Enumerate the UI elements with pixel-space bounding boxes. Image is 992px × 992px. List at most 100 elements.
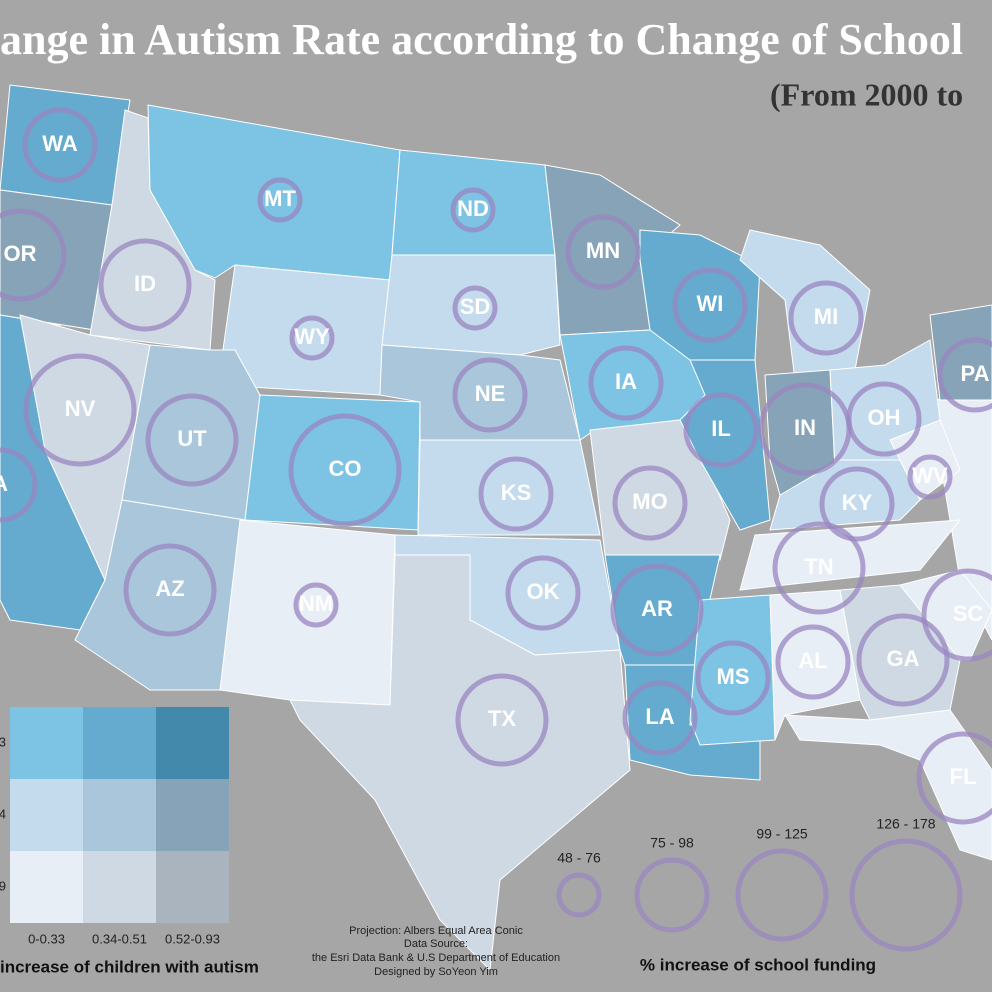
legend-title: increase of children with autism bbox=[0, 957, 259, 976]
funding-circle bbox=[819, 466, 895, 542]
state-label: ID bbox=[134, 271, 156, 296]
legend-swatch bbox=[83, 851, 156, 923]
funding-circle bbox=[455, 673, 549, 767]
legend-bin-label: 75 - 98 bbox=[650, 835, 694, 851]
state-label: SC bbox=[953, 601, 984, 626]
state-label: TN bbox=[804, 554, 833, 579]
title: ange in Autism Rate according to Change … bbox=[0, 15, 963, 64]
legend-column-label: 0.34-0.51 bbox=[92, 931, 147, 946]
funding-circle bbox=[622, 680, 698, 756]
funding-circle bbox=[772, 521, 866, 615]
credit: Designed by SoYeon Yim bbox=[374, 966, 498, 978]
funding-circle bbox=[98, 238, 192, 332]
legend-swatch bbox=[10, 779, 83, 851]
state-label: WI bbox=[697, 291, 724, 316]
state bbox=[784, 709, 992, 861]
state-label: OR bbox=[4, 241, 37, 266]
funding-circle bbox=[565, 214, 641, 290]
state-label: NV bbox=[65, 396, 96, 421]
legend-title: % increase of school funding bbox=[640, 955, 876, 974]
legend-column-label: 0-0.33 bbox=[28, 931, 65, 946]
legend-row-label: 4 bbox=[0, 806, 6, 821]
funding-circle bbox=[0, 447, 38, 523]
funding-circle bbox=[937, 337, 992, 413]
state-label: SD bbox=[460, 294, 491, 319]
funding-circle bbox=[856, 613, 950, 707]
state-label: AL bbox=[798, 648, 827, 673]
funding-circle bbox=[907, 454, 953, 500]
credit: the Esri Data Bank & U.S Department of E… bbox=[312, 952, 560, 964]
legend-column-label: 0.52-0.93 bbox=[165, 931, 220, 946]
funding-circle bbox=[452, 357, 528, 433]
funding-circle bbox=[452, 285, 498, 331]
credit: Data Source: bbox=[404, 938, 468, 950]
funding-circle bbox=[846, 381, 922, 457]
state bbox=[289, 554, 631, 972]
funding-circle bbox=[257, 177, 303, 223]
legend-bin-label: 126 - 178 bbox=[876, 816, 935, 832]
state-label: WV bbox=[912, 463, 948, 488]
funding-circle bbox=[23, 353, 137, 467]
state-label: A bbox=[0, 471, 8, 496]
state-label: AZ bbox=[155, 576, 184, 601]
funding-circle bbox=[588, 345, 664, 421]
state-label: IA bbox=[615, 369, 637, 394]
funding-circle bbox=[288, 413, 402, 527]
state-label: OH bbox=[868, 405, 901, 430]
funding-circle bbox=[612, 465, 688, 541]
funding-circle bbox=[695, 640, 771, 716]
funding-circle bbox=[123, 543, 217, 637]
legend-swatch bbox=[83, 707, 156, 779]
funding-circle bbox=[505, 555, 581, 631]
funding-circle bbox=[0, 208, 67, 302]
state bbox=[929, 304, 992, 401]
state-label: TX bbox=[488, 706, 516, 731]
state-label: AR bbox=[641, 596, 673, 621]
funding-circle bbox=[145, 393, 239, 487]
state-label: IL bbox=[711, 416, 731, 441]
funding-circle bbox=[672, 267, 748, 343]
credit: Projection: Albers Equal Area Conic bbox=[349, 925, 523, 937]
state-label: IN bbox=[794, 415, 816, 440]
state-label: ND bbox=[457, 196, 489, 221]
funding-circle bbox=[916, 731, 992, 825]
legend-circle bbox=[849, 838, 963, 952]
legend-row-label: 3 bbox=[0, 734, 6, 749]
state-label: CO bbox=[329, 456, 362, 481]
funding-circle bbox=[22, 107, 98, 183]
funding-circle bbox=[921, 568, 992, 662]
state-label: NE bbox=[475, 381, 506, 406]
state-label: UT bbox=[177, 426, 207, 451]
legend-circle bbox=[634, 857, 710, 933]
legend-row-label: 9 bbox=[0, 878, 6, 893]
funding-circle bbox=[450, 187, 496, 233]
legend-circle bbox=[735, 848, 829, 942]
state-label: NM bbox=[299, 591, 333, 616]
legend-bin-label: 99 - 125 bbox=[756, 826, 808, 842]
legend-swatch bbox=[10, 707, 83, 779]
state-label: MI bbox=[814, 304, 838, 329]
state bbox=[417, 439, 601, 536]
legend-swatch bbox=[10, 851, 83, 923]
legend-bin-label: 48 - 76 bbox=[557, 850, 601, 866]
state-label: PA bbox=[961, 361, 990, 386]
legend-swatch bbox=[83, 779, 156, 851]
funding-circle bbox=[775, 624, 851, 700]
state-label: WY bbox=[294, 324, 330, 349]
state-label: MS bbox=[717, 664, 750, 689]
funding-circle bbox=[293, 582, 339, 628]
state bbox=[739, 519, 962, 591]
state-label: WA bbox=[42, 131, 78, 156]
funding-circle bbox=[289, 315, 335, 361]
state-label: KS bbox=[501, 480, 532, 505]
state bbox=[381, 254, 561, 356]
state-label: MT bbox=[264, 186, 296, 211]
legend-swatch bbox=[156, 779, 229, 851]
legend-circle bbox=[556, 872, 602, 918]
state-label: KY bbox=[842, 490, 873, 515]
legend-swatch bbox=[156, 707, 229, 779]
state-label: LA bbox=[645, 704, 674, 729]
funding-circle bbox=[788, 280, 864, 356]
funding-circle bbox=[478, 456, 554, 532]
